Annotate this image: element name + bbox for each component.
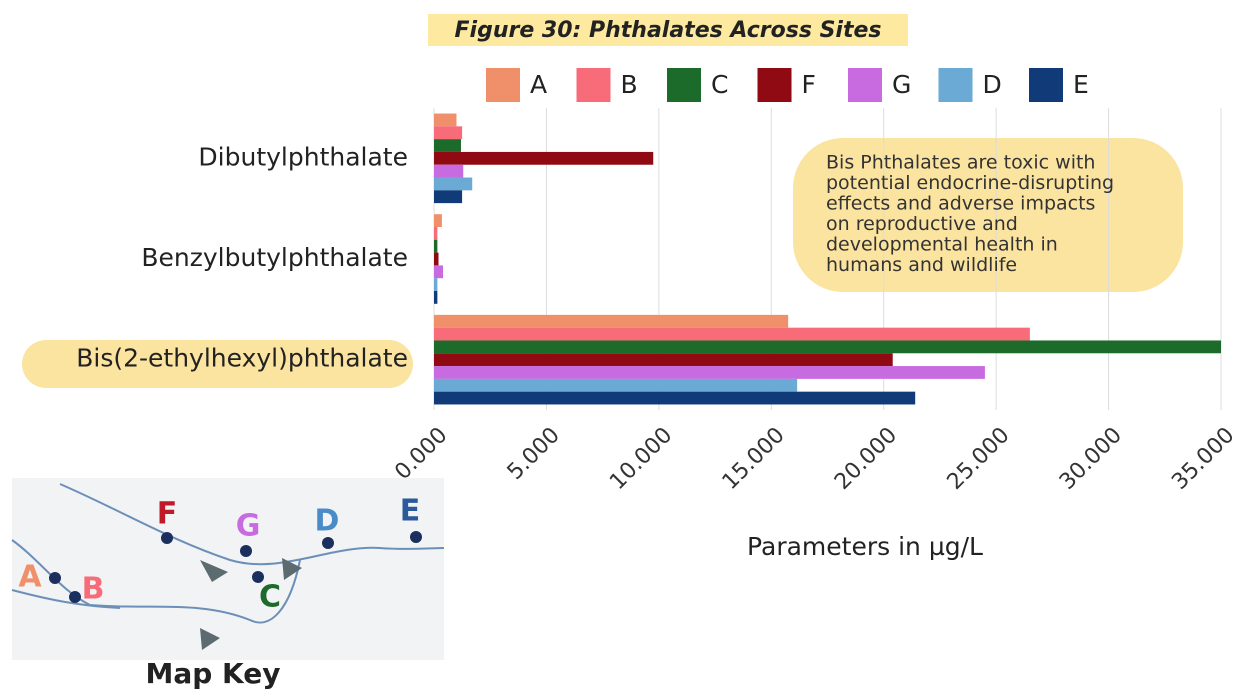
bar: [434, 391, 916, 405]
annotation: potential endocrine-disrupting: [826, 172, 1114, 194]
legend-swatch: [757, 68, 792, 102]
annotation-box: [793, 138, 1183, 292]
bar: [434, 278, 438, 291]
map-label: C: [259, 580, 281, 615]
bar: [434, 239, 438, 253]
map-label: E: [400, 494, 421, 529]
x-tick-label: 0.000: [390, 423, 452, 485]
bar: [434, 113, 457, 127]
x-tick-label: 30.000: [1055, 423, 1127, 495]
map-label: F: [157, 497, 178, 532]
annotation: developmental health in: [826, 234, 1058, 256]
bar: [434, 190, 463, 204]
annotation: Bis Phthalates are toxic with: [826, 152, 1095, 174]
bar: [434, 366, 985, 379]
bar: [434, 353, 893, 367]
y-tick-label: Dibutylphthalate: [198, 142, 408, 171]
map-label: G: [236, 509, 261, 544]
x-tick-label: 5.000: [503, 423, 565, 485]
bar: [434, 327, 1030, 341]
bar: [434, 378, 798, 392]
legend-label: F: [802, 70, 816, 99]
legend-swatch: [848, 68, 882, 102]
legend-label: A: [530, 70, 547, 99]
legend-label: B: [621, 70, 638, 99]
legend-label: E: [1073, 70, 1089, 99]
river: [11, 589, 121, 609]
river: [59, 483, 445, 566]
legend-swatch: [667, 68, 701, 102]
chart-title: Figure 30: Phthalates Across Sites: [455, 18, 882, 43]
bar: [434, 151, 654, 165]
bar: [434, 252, 439, 266]
x-tick-label: 25.000: [943, 423, 1015, 495]
legend-swatch: [938, 68, 973, 102]
flow-arrows: [200, 558, 302, 650]
legend-swatch: [486, 68, 520, 102]
bar: [434, 314, 789, 328]
map: [11, 478, 445, 660]
annotation: effects and adverse impacts: [826, 193, 1095, 215]
y-tick-label: Bis(2-ethylhexyl)phthalate: [76, 344, 408, 373]
x-tick-label: 35.000: [1167, 423, 1236, 495]
map-label: A: [18, 560, 42, 595]
title-highlight: [428, 14, 908, 46]
map-label: D: [315, 504, 340, 539]
x-axis-label: Parameters in µg/L: [747, 532, 983, 561]
legend-label: G: [892, 70, 911, 99]
legend-swatch: [1029, 68, 1063, 102]
bar: [434, 139, 461, 152]
bar: [434, 126, 463, 140]
bar: [434, 227, 438, 240]
map-background: [12, 478, 444, 660]
bar: [434, 177, 473, 191]
map-title: Map Key: [146, 657, 281, 690]
category-highlight: [22, 340, 413, 388]
bar: [434, 291, 438, 304]
annotation: humans and wildlife: [826, 254, 1017, 276]
bar: [434, 164, 464, 178]
map-label: B: [82, 572, 105, 607]
bar: [434, 265, 443, 279]
legend-swatch: [576, 68, 611, 102]
y-tick-label: Benzylbutylphthalate: [141, 243, 408, 272]
x-tick-label: 15.000: [718, 423, 790, 495]
pins: [49, 531, 422, 603]
legend-label: C: [711, 70, 728, 99]
x-tick-label: 20.000: [830, 423, 902, 495]
annotation: on reproductive and: [826, 213, 1018, 235]
bar: [434, 214, 442, 227]
x-tick-label: 10.000: [605, 423, 677, 495]
legend-label: D: [983, 70, 1002, 99]
bar: [434, 340, 1221, 354]
